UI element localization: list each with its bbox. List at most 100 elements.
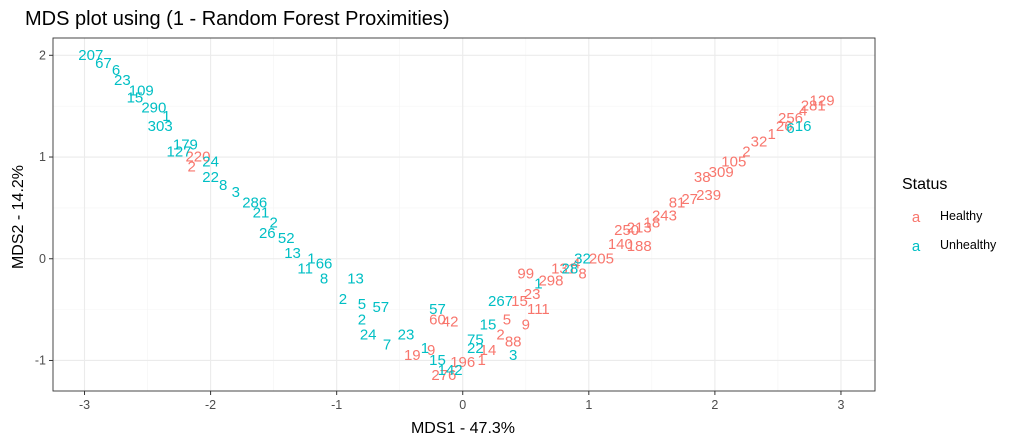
data-point-label: 99	[517, 266, 534, 283]
data-point-label: 286	[242, 194, 267, 211]
legend-key: a	[912, 209, 921, 226]
data-point-label: 26	[259, 225, 276, 242]
data-point-label: 188	[627, 238, 652, 255]
x-axis-title: MDS1 - 47.3%	[411, 420, 515, 437]
data-point-label: 22	[467, 340, 484, 357]
data-point-label: 1	[477, 352, 485, 369]
data-point-label: 213	[627, 220, 652, 237]
data-points: 1292814256261322105309382392781243182132…	[78, 47, 834, 384]
data-point-label: 67	[95, 55, 112, 72]
data-point-label: 111	[527, 301, 550, 318]
data-point-label: 38	[694, 169, 711, 186]
data-point-label: 196	[450, 354, 475, 371]
data-point-label: 256	[778, 110, 803, 127]
data-point-label: 57	[429, 301, 446, 318]
data-point-label: 15	[511, 293, 528, 310]
data-point-label: 11	[297, 260, 313, 277]
data-point-label: 14	[480, 342, 497, 359]
data-point-label: 24	[202, 154, 219, 171]
data-point-label: 1	[421, 340, 429, 357]
data-point-label: 75	[467, 332, 484, 349]
legend-title: Status	[902, 176, 947, 193]
data-point-label: 205	[589, 250, 614, 267]
y-tick-label: 2	[39, 48, 46, 62]
data-point-label: 9	[427, 342, 435, 359]
y-tick-label: 0	[39, 252, 46, 266]
data-point-label: 66	[316, 255, 333, 272]
data-point-label: 88	[505, 334, 522, 351]
data-point-label: 281	[801, 98, 826, 115]
data-point-label: 23	[398, 327, 415, 344]
data-point-label: 298	[538, 273, 563, 290]
data-point-label: 81	[669, 194, 686, 211]
data-point-label: 239	[696, 187, 721, 204]
data-point-label: 13	[347, 271, 364, 288]
data-point-label: 15	[429, 352, 446, 369]
data-point-label: 3	[509, 347, 517, 364]
data-point-label: 1	[534, 276, 542, 293]
data-point-label: 309	[709, 164, 734, 181]
x-tick-label: 2	[711, 398, 718, 412]
data-point-label: 32	[751, 133, 768, 150]
y-tick-label: 1	[39, 150, 46, 164]
data-point-label: 16	[795, 118, 812, 135]
data-point-label: 9	[522, 316, 530, 333]
data-point-label: 290	[141, 100, 166, 117]
data-point-label: 60	[429, 311, 446, 328]
data-point-label: 2	[269, 215, 277, 232]
data-point-label: 2	[742, 143, 750, 160]
data-point-label: 15	[480, 316, 497, 333]
data-point-label: 276	[431, 367, 456, 384]
data-point-label: 8	[578, 266, 586, 283]
x-tick-label: 1	[585, 398, 592, 412]
data-point-label: 2	[339, 291, 347, 308]
x-tick-label: -1	[331, 398, 342, 412]
data-point-label: 6	[786, 120, 794, 137]
data-point-label: 15	[127, 90, 144, 107]
data-point-label: 131	[551, 260, 576, 277]
data-point-label: 250	[614, 222, 639, 239]
x-tick-label: 3	[837, 398, 844, 412]
data-point-label: 127	[167, 143, 192, 160]
data-point-label: 26	[776, 118, 793, 135]
data-point-label: 6	[112, 62, 120, 79]
data-point-label: 179	[173, 136, 198, 153]
data-point-label: 303	[148, 118, 173, 135]
chart-title: MDS plot using (1 - Random Forest Proxim…	[25, 8, 450, 30]
data-point-label: 4	[799, 103, 807, 120]
data-point-label: 8	[219, 177, 227, 194]
data-point-label: 220	[185, 149, 210, 166]
data-point-label: 32	[574, 250, 591, 267]
data-point-label: 24	[360, 327, 377, 344]
data-point-label: 27	[681, 191, 698, 208]
data-point-label: 5	[503, 311, 511, 328]
data-point-label: 19	[404, 347, 421, 364]
data-point-label: 4	[572, 255, 580, 272]
legend-label: Healthy	[940, 209, 983, 223]
panel-background	[53, 38, 875, 391]
data-point-label: 57	[372, 299, 389, 316]
legend: Status a Healthy a Unhealthy	[902, 176, 997, 255]
y-axis-title: MDS2 - 14.2%	[10, 165, 27, 269]
data-point-label: 2	[358, 311, 366, 328]
data-point-label: 5	[358, 296, 366, 313]
data-point-label: 23	[114, 72, 131, 89]
data-point-label: 140	[608, 236, 633, 253]
data-point-label: 23	[524, 286, 541, 303]
data-point-label: 2	[188, 159, 196, 176]
data-point-label: 207	[78, 47, 103, 64]
data-point-label: 1	[307, 250, 315, 267]
data-point-label: 42	[442, 313, 459, 330]
data-point-label: 3	[232, 184, 240, 201]
x-tick-label: -3	[79, 398, 90, 412]
legend-label: Unhealthy	[940, 238, 997, 252]
data-point-label: 243	[652, 208, 677, 225]
panel-border	[52, 37, 876, 392]
data-point-label: 1	[162, 108, 170, 125]
data-point-label: 28	[562, 260, 579, 277]
data-point-label: 105	[721, 154, 746, 171]
data-point-label: 8	[320, 271, 328, 288]
data-point-label: 267	[488, 293, 513, 310]
